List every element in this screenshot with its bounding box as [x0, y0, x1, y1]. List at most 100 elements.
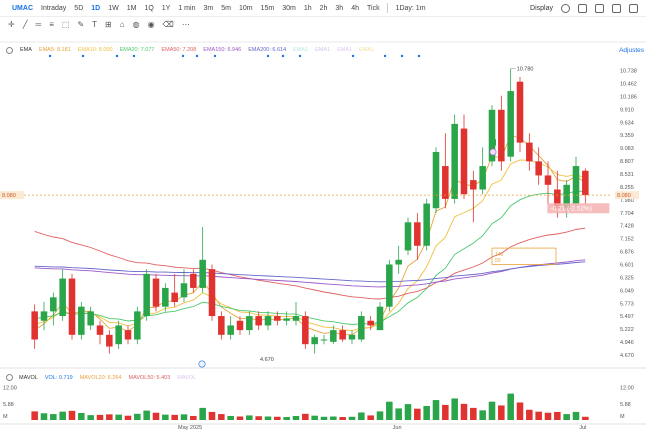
earnings-event-icon — [198, 360, 206, 368]
ema-legend-item[interactable]: EMA5: 8.181 — [38, 47, 71, 53]
volume-bar — [488, 401, 496, 420]
tab-timeframe[interactable]: 15m — [260, 4, 275, 12]
trash-tool-icon[interactable]: ⌫ — [162, 19, 174, 29]
legend-marker-dot — [298, 54, 302, 58]
volume-bar — [432, 400, 440, 420]
ema-legend-item[interactable]: EMA200: 6.614 — [248, 47, 287, 53]
tab-timeframe[interactable]: 5m — [221, 4, 231, 12]
volume-bar — [134, 413, 141, 420]
magnet-tool-icon[interactable]: ⌂ — [119, 19, 125, 29]
candle-body — [423, 203, 430, 246]
volume-bar — [31, 411, 38, 420]
tab-timeframe[interactable]: 1W — [108, 4, 119, 12]
fib-tool-icon[interactable]: ≡ — [49, 19, 54, 29]
tab-timeframe[interactable]: 1M — [126, 4, 137, 12]
volume-bar — [283, 417, 290, 420]
ema-legend-item[interactable]: EMA1 — [359, 47, 375, 53]
volume-bar — [451, 398, 458, 420]
volume-bar — [367, 415, 374, 420]
volume-bar — [59, 411, 66, 420]
chart-type-icon[interactable] — [612, 4, 621, 13]
ema-legend-item[interactable]: EMA150: 6.946 — [203, 47, 242, 53]
tab-timeframe[interactable]: 1D — [91, 4, 101, 12]
volume-bar — [507, 393, 514, 420]
mavol-legend-item[interactable]: MAVOL50: 5.403 — [128, 374, 171, 381]
layout-icon[interactable] — [578, 4, 587, 13]
y-tick-label: 4.946 — [620, 340, 634, 346]
candle-body — [339, 330, 346, 340]
candle-body — [274, 316, 281, 321]
ema-legend-item[interactable]: EMA1 — [337, 47, 353, 53]
ema-line — [34, 261, 586, 283]
tab-timeframe[interactable]: 2h — [319, 4, 328, 12]
tab-timeframe[interactable]: 5D — [74, 4, 84, 12]
ema-legend: EMA EMA5: 8.181 EMA10: 8.000 EMA20: 7.077 E… — [0, 45, 646, 55]
volume-bar — [87, 415, 94, 420]
legend-marker-dot — [48, 54, 52, 58]
tab-timeframe[interactable]: 4h — [351, 4, 359, 12]
display-menu[interactable]: Display — [530, 5, 553, 12]
fullscreen-icon[interactable] — [629, 4, 638, 13]
ema-legend-item[interactable]: EMA1 — [293, 47, 309, 53]
tab-timeframe[interactable]: Intraday — [41, 4, 67, 12]
indicator-settings-icon[interactable] — [6, 46, 13, 54]
mavol-legend-item[interactable]: VOL: 0.719 — [44, 374, 73, 381]
candle-body — [50, 297, 57, 312]
vol-tick-label: 5.88 — [3, 402, 14, 408]
current-price-label: 8.080 — [2, 193, 16, 199]
tab-timeframe[interactable]: 1h — [303, 4, 312, 12]
ema-legend-item[interactable]: EMA1 — [315, 47, 331, 53]
ema-legend-item[interactable]: EMA50: 7.208 — [161, 47, 197, 53]
text-tool-icon[interactable]: T — [92, 19, 98, 29]
tab-timeframe[interactable]: 1 min — [178, 4, 196, 12]
volume-bar — [516, 402, 524, 420]
candle-body — [162, 287, 169, 307]
candle-body — [199, 259, 206, 288]
line-tool-icon[interactable]: ╱ — [22, 19, 28, 29]
volume-bar — [311, 415, 318, 420]
tab-timeframe[interactable]: 1Y — [161, 4, 171, 12]
tab-timeframe[interactable]: 3h — [335, 4, 344, 12]
volume-settings-icon[interactable] — [6, 374, 13, 381]
tab-timeframe[interactable]: 10m — [238, 4, 253, 12]
interval-select[interactable]: 1Day: 1m — [395, 4, 426, 12]
measure-tool-icon[interactable]: ⊞ — [105, 19, 112, 29]
lock-tool-icon[interactable]: ◍ — [132, 19, 140, 29]
mavol-legend-item[interactable]: MAVOL20: 6.264 — [79, 374, 122, 381]
ema-legend-item[interactable]: EMA20: 7.077 — [119, 47, 155, 53]
tab-timeframe[interactable]: 3m — [203, 4, 214, 12]
settings-icon[interactable] — [561, 4, 570, 13]
volume-bar — [236, 416, 244, 420]
price-change-label: -0.21 (-2.52%) — [550, 205, 592, 212]
y-tick-label: 7.704 — [620, 211, 634, 217]
tab-timeframe[interactable]: 30m — [282, 4, 296, 12]
candle-body — [78, 306, 85, 335]
legend-marker-dot — [132, 54, 136, 58]
volume-bar — [152, 412, 160, 420]
tab-timeframe[interactable]: Tick — [367, 4, 380, 12]
candle-body — [442, 166, 449, 199]
hline-tool-icon[interactable]: ═ — [35, 19, 42, 29]
candle-body — [320, 339, 328, 341]
y-tick-label: 9.359 — [620, 133, 634, 139]
ema-legend-item[interactable]: EMA10: 8.000 — [77, 47, 113, 53]
tab-timeframe[interactable]: 1Q — [144, 4, 154, 12]
timeframe-tabs: Intraday 5D 1D 1W 1M 1Q 1Y 1 min 3m 5m 10m 15m 30m 1h… — [33, 5, 380, 12]
brush-tool-icon[interactable]: ✎ — [77, 19, 85, 29]
mavol-legend-item[interactable]: MAVOL — [177, 374, 197, 381]
candle-body — [572, 166, 580, 204]
adjust-menu[interactable]: Adjustes — [619, 46, 644, 54]
symbol-label[interactable]: UMAC — [12, 4, 33, 12]
volume-bar — [320, 416, 328, 420]
eye-tool-icon[interactable]: ◉ — [147, 19, 155, 29]
volume-bar — [582, 416, 589, 420]
candle-body — [246, 316, 253, 331]
crosshair-icon[interactable]: ✛ — [8, 19, 15, 29]
more-tools-icon[interactable]: ⋯ — [181, 19, 190, 29]
candle-body — [479, 166, 486, 190]
shape-tool-icon[interactable]: ⬚ — [61, 19, 70, 29]
camera-icon[interactable] — [595, 4, 604, 13]
top-right-controls: Display — [530, 0, 646, 17]
legend-marker-dot — [281, 54, 285, 58]
